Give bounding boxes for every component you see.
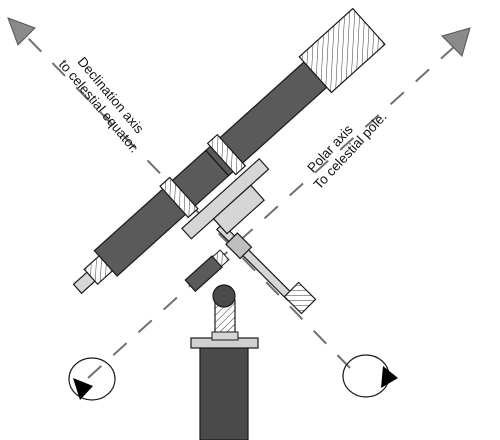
declination-housing: [212, 184, 265, 235]
right-rotation-icon: [342, 354, 398, 398]
pier: [199, 344, 249, 440]
eyepiece: [72, 271, 96, 295]
polar-label: Polar axis To celestial pole.: [304, 109, 389, 192]
polar-axis-line: [87, 45, 456, 379]
mount-joint: [212, 284, 236, 308]
declination-axis-line: [27, 37, 351, 369]
declination-label: Declination axis to celestial equator.: [56, 54, 147, 155]
dew-shield: [298, 7, 386, 94]
polar-arrow-icon: [441, 27, 471, 57]
polar-shaft: [215, 222, 295, 302]
polar-end-cap: [283, 281, 317, 315]
tube-ring-front: [206, 133, 247, 176]
pillar-base: [211, 331, 239, 341]
declination-arrow-icon: [7, 17, 36, 46]
polar-counterweight-housing: [184, 249, 230, 293]
tube-ring-rear: [159, 176, 199, 219]
left-rotation-icon: [68, 357, 116, 401]
